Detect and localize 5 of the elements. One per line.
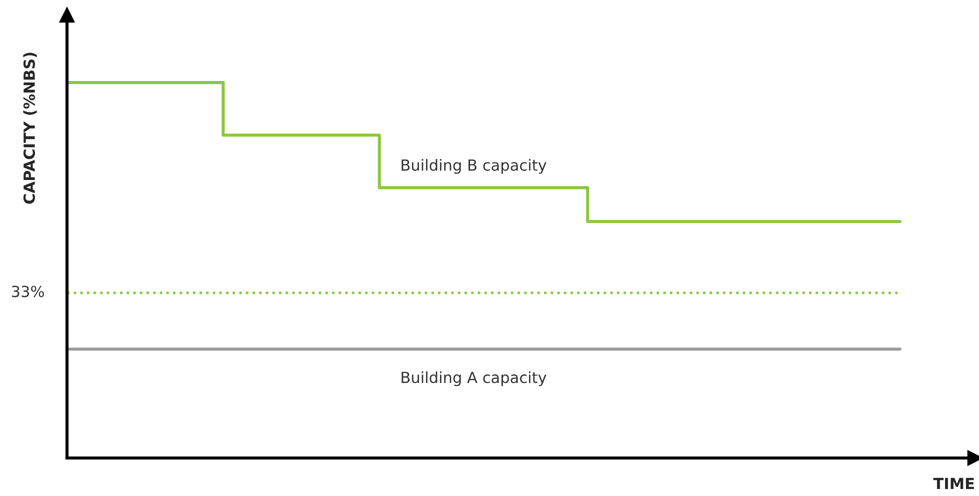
series-label: Building A capacity [402,371,546,386]
y-axis-title: CAPACITY (%NBS) [23,52,37,204]
series-label: Building B capacity [402,159,546,174]
x-axis-title: TIME [933,478,974,490]
text: 33% [12,286,44,298]
